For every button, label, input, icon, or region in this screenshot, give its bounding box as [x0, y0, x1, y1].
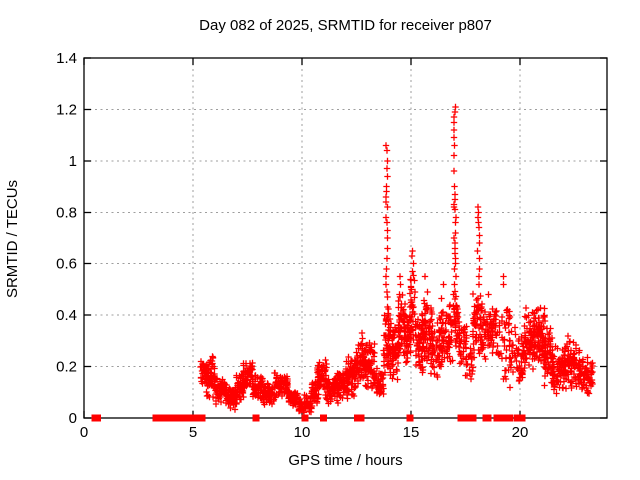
zero-value-markers — [91, 414, 526, 422]
svg-text:0: 0 — [80, 424, 88, 441]
svg-text:5: 5 — [189, 424, 197, 441]
axis-tick-labels: 0 5 10 15 20 0 0.2 0.4 0.6 0.8 1 1.2 1.4 — [56, 50, 528, 441]
svg-text:1.4: 1.4 — [56, 50, 77, 67]
svg-text:20: 20 — [512, 424, 529, 441]
svg-text:10: 10 — [294, 424, 311, 441]
x-axis-label: GPS time / hours — [288, 452, 403, 469]
svg-text:15: 15 — [403, 424, 420, 441]
data-points — [197, 103, 596, 416]
svg-text:0.6: 0.6 — [56, 256, 77, 273]
svg-text:0.8: 0.8 — [56, 205, 77, 222]
chart-title: Day 082 of 2025, SRMTID for receiver p80… — [199, 17, 492, 34]
svg-text:0.4: 0.4 — [56, 307, 77, 324]
svg-text:0: 0 — [69, 410, 77, 427]
svg-text:0.2: 0.2 — [56, 359, 77, 376]
plot-border — [83, 57, 608, 419]
svg-text:1: 1 — [69, 153, 77, 170]
svg-text:1.2: 1.2 — [56, 102, 77, 119]
